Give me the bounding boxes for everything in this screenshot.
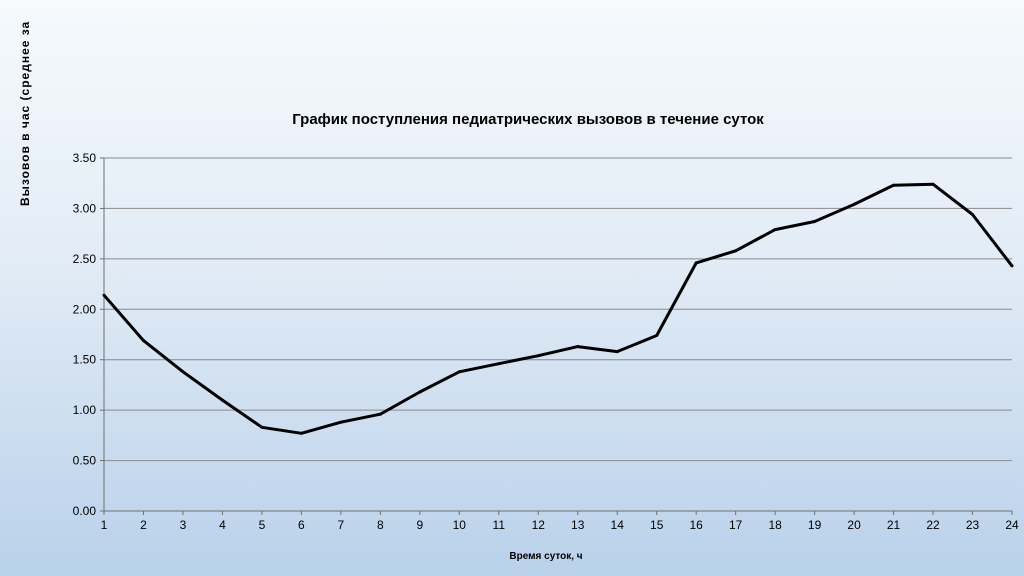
data-point: [260, 425, 264, 429]
data-point: [1010, 264, 1014, 268]
y-axis-label: Вызовов в час (среднее за: [18, 21, 32, 206]
x-tick-labels: 1 2 3 4 5 6 7 8 9 10 11 12 13 14 15 16 17 18 19 20 21 22 23 24: [101, 511, 1019, 532]
data-point: [773, 228, 777, 232]
y-tick-label: 0.50: [73, 454, 97, 468]
data-point: [457, 370, 461, 374]
x-tick-label: 20: [847, 518, 861, 532]
chart-title: График поступления педиатрических вызово…: [292, 111, 764, 128]
x-tick-label: 24: [1005, 518, 1019, 532]
x-tick-label: 11: [493, 518, 506, 532]
series-line: [102, 182, 1014, 435]
x-tick-label: 19: [808, 518, 822, 532]
y-tick-labels: 0.00 0.50 1.00 1.50 2.00 2.50 3.00 3.50: [73, 151, 97, 518]
x-tick-label: 4: [219, 518, 226, 532]
x-tick-label: 15: [650, 518, 664, 532]
data-point: [102, 293, 106, 297]
data-point: [418, 390, 422, 394]
series-group: [102, 182, 1014, 435]
x-tick-label: 23: [966, 518, 980, 532]
data-point: [971, 213, 974, 216]
data-point: [852, 202, 856, 206]
data-point: [813, 220, 817, 223]
data-point: [142, 339, 145, 343]
data-point: [694, 261, 698, 265]
x-tick-label: 13: [571, 518, 585, 532]
x-tick-label: 6: [298, 518, 305, 532]
y-tick-label: 0.00: [73, 504, 97, 518]
data-point: [576, 345, 580, 349]
data-point: [734, 249, 738, 253]
data-point: [931, 182, 935, 186]
y-tick-label: 1.00: [73, 403, 97, 417]
x-tick-label: 21: [887, 518, 901, 532]
data-point: [339, 420, 343, 424]
y-tick-label: 1.50: [73, 353, 97, 367]
x-tick-label: 1: [101, 518, 108, 532]
data-point: [497, 362, 501, 366]
data-point: [536, 354, 540, 358]
y-tick-label: 3.50: [73, 151, 97, 165]
x-tick-label: 12: [532, 518, 546, 532]
x-axis-label: Время суток, ч: [509, 551, 582, 562]
data-point: [220, 398, 224, 402]
data-point: [299, 431, 303, 435]
data-point: [378, 412, 382, 416]
x-tick-label: 17: [729, 518, 743, 532]
data-point: [181, 370, 185, 374]
x-tick-label: 5: [259, 518, 266, 532]
y-tick-label: 2.00: [73, 302, 97, 316]
x-tick-label: 2: [140, 518, 147, 532]
x-tick-label: 18: [768, 518, 782, 532]
x-tick-label: 10: [453, 518, 467, 532]
x-tick-label: 7: [338, 518, 345, 532]
data-point: [892, 183, 896, 187]
y-tick-label: 2.50: [73, 252, 97, 266]
x-tick-label: 14: [611, 518, 625, 532]
x-tick-label: 3: [180, 518, 187, 532]
data-point: [615, 350, 619, 354]
x-tick-label: 9: [416, 518, 423, 532]
y-tick-label: 3.00: [73, 201, 97, 215]
x-tick-label: 22: [926, 518, 940, 532]
gridlines: [100, 157, 1012, 512]
x-tick-label: 16: [689, 518, 703, 532]
data-point: [655, 334, 659, 337]
x-tick-label: 8: [377, 518, 384, 532]
